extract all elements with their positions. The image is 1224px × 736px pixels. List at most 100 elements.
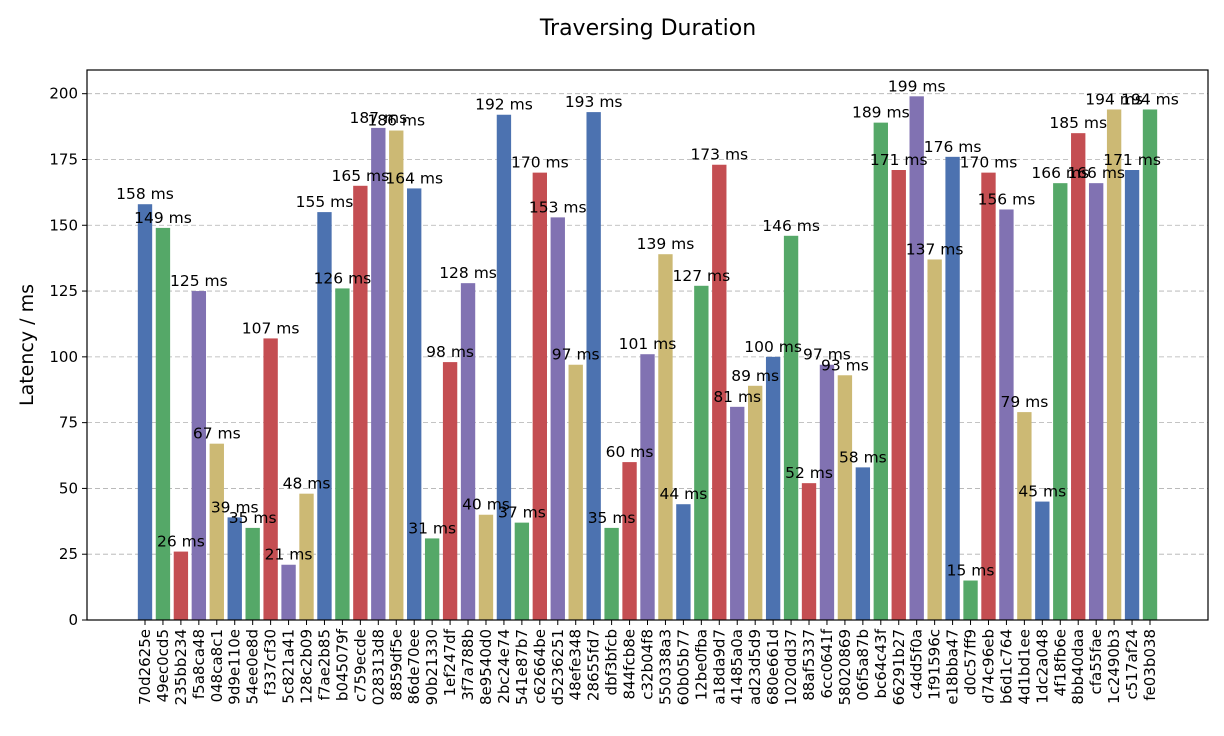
x-tick-label: 550338a3 <box>656 629 674 705</box>
bar <box>819 364 835 620</box>
x-tick-label: f5a8ca48 <box>190 629 208 699</box>
x-tick-label: b045079f <box>333 628 351 701</box>
data-label: 15 ms <box>947 562 995 580</box>
x-tick-label: d5236251 <box>549 629 567 705</box>
data-label: 39 ms <box>211 498 259 516</box>
x-tick-label: c759ecde <box>351 629 369 702</box>
data-label: 97 ms <box>552 346 600 364</box>
bar <box>1106 109 1122 620</box>
x-tick-label: 70d2625e <box>136 629 154 705</box>
data-label: 44 ms <box>659 485 707 503</box>
x-tick-label: 49ec0cd5 <box>154 629 172 702</box>
data-label: 125 ms <box>170 272 228 290</box>
y-axis-label: Latency / ms <box>16 284 38 406</box>
x-tick-label: 541e87b7 <box>513 629 531 705</box>
x-tick-label: 66291b27 <box>890 629 908 705</box>
bar <box>963 580 978 620</box>
bar <box>837 375 853 620</box>
bar <box>1088 183 1104 620</box>
x-tick-label: d74c96eb <box>979 629 997 704</box>
data-label: 194 ms <box>1121 90 1179 108</box>
data-label: 199 ms <box>888 77 946 95</box>
data-label: 164 ms <box>385 169 443 187</box>
data-label: 158 ms <box>116 185 174 203</box>
data-label: 146 ms <box>762 217 820 235</box>
bar <box>137 204 153 621</box>
data-label: 170 ms <box>511 154 569 172</box>
bar <box>496 114 512 620</box>
x-tick-label: 235bb234 <box>172 629 190 705</box>
x-tick-label: 54ee0e8d <box>244 629 262 704</box>
data-label: 107 ms <box>242 319 300 337</box>
data-label: 93 ms <box>821 356 869 374</box>
bar <box>407 188 422 620</box>
bar <box>927 259 942 620</box>
x-tick-label: 8e9540d0 <box>477 629 495 705</box>
x-tick-label: b6d1c764 <box>997 629 1015 704</box>
bar <box>1071 133 1086 620</box>
x-tick-label: dbf3bfcb <box>603 629 621 695</box>
bar <box>586 112 601 621</box>
x-tick-label: 58020869 <box>836 629 854 705</box>
data-label: 31 ms <box>408 519 456 537</box>
bar <box>783 235 799 620</box>
bar <box>478 514 494 620</box>
bar <box>173 551 189 620</box>
y-tick-label: 50 <box>59 479 78 497</box>
x-tick-label: bc64c43f <box>872 628 890 698</box>
data-label: 40 ms <box>462 496 510 514</box>
y-tick-label: 125 <box>49 282 78 300</box>
x-tick-label: 1f91596c <box>926 629 944 700</box>
y-axis-ticks: 0 25 50 75 100 125 150 175 200 <box>49 85 87 629</box>
data-label: 171 ms <box>1103 151 1161 169</box>
data-label: 192 ms <box>475 96 533 114</box>
x-tick-label: 48efe348 <box>567 629 585 700</box>
bar <box>371 127 386 620</box>
data-label: 170 ms <box>960 154 1018 172</box>
y-tick-label: 200 <box>49 85 78 103</box>
bar <box>1035 501 1050 620</box>
data-label: 81 ms <box>713 388 761 406</box>
bar <box>299 493 314 620</box>
bar <box>909 96 924 620</box>
x-tick-label: 06f5a87b <box>854 629 872 701</box>
bar <box>514 522 530 620</box>
bar <box>424 538 440 620</box>
data-label: 171 ms <box>870 151 928 169</box>
chart-title: Traversing Duration <box>539 16 756 41</box>
data-label: 21 ms <box>265 546 313 564</box>
data-label: 153 ms <box>529 198 587 216</box>
data-label: 166 ms <box>1031 164 1089 182</box>
bar <box>532 172 547 620</box>
data-label: 100 ms <box>744 338 802 356</box>
x-tick-label: 844fcb8e <box>621 629 639 699</box>
bar <box>604 527 619 620</box>
bar <box>568 364 583 620</box>
x-tick-label: 028313d8 <box>369 629 387 705</box>
bar <box>658 254 673 621</box>
data-label: 101 ms <box>619 335 677 353</box>
data-label: 35 ms <box>588 509 636 527</box>
x-tick-label: 90b21330 <box>423 629 441 705</box>
x-tick-label: 88af5337 <box>800 629 818 701</box>
data-label: 166 ms <box>1067 164 1125 182</box>
x-tick-label: 5c821a41 <box>280 629 298 704</box>
x-tick-label: cfa55fae <box>1087 629 1105 695</box>
x-tick-label: fe03b038 <box>1141 629 1159 701</box>
bar <box>981 172 996 620</box>
data-label: 67 ms <box>193 425 241 443</box>
data-label: 26 ms <box>157 533 205 551</box>
x-tick-label: c62664be <box>531 629 549 704</box>
bar <box>227 517 242 620</box>
bar <box>263 338 278 620</box>
data-label: 139 ms <box>637 235 695 253</box>
x-tick-label: c517af24 <box>1123 629 1141 699</box>
bar <box>999 209 1014 620</box>
x-tick-label: 2bc24e74 <box>495 629 513 704</box>
bar <box>460 283 476 620</box>
data-label: 128 ms <box>439 264 497 282</box>
bar <box>748 385 763 620</box>
x-tick-label: a18da9d7 <box>710 629 728 705</box>
